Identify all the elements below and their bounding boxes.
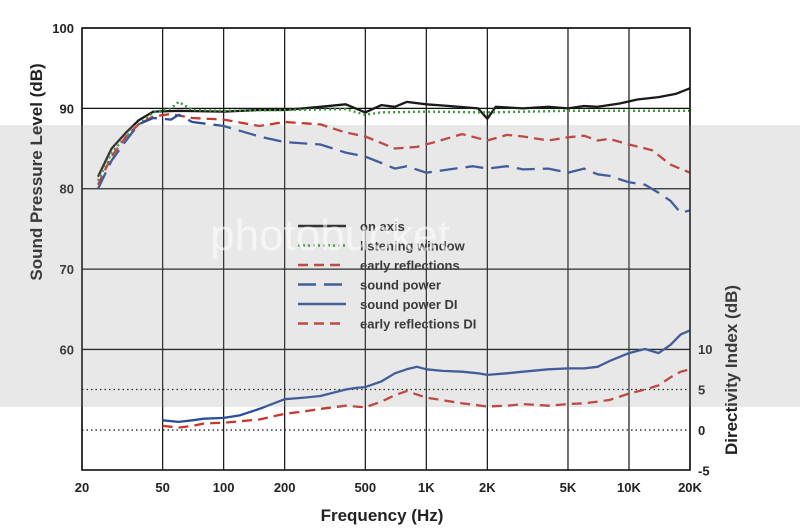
watermark-text: photobucket — [210, 211, 450, 260]
y2-tick-label: 0 — [698, 423, 705, 438]
series-line-sound-power-di — [162, 329, 691, 424]
series-line-listening-window — [96, 100, 690, 182]
x-tick-label: 20K — [678, 480, 702, 495]
plot-frame — [81, 27, 691, 471]
x-tick-label: 200 — [274, 480, 296, 495]
legend-label: on axis — [360, 219, 405, 234]
x-tick-label: 10K — [617, 480, 641, 495]
series-line-on-axis — [96, 87, 691, 178]
y2-axis-title: Directivity Index (dB) — [722, 285, 741, 455]
x-tick-label: 2K — [479, 480, 496, 495]
x-axis-title: Frequency (Hz) — [321, 506, 444, 525]
y-tick-label: 70 — [60, 262, 74, 277]
series-line-early-reflections — [96, 112, 691, 186]
series-line-sound-power — [96, 113, 691, 214]
y2-tick-label: 5 — [698, 383, 705, 398]
y-tick-label: 90 — [60, 101, 74, 116]
y-axis-title: Sound Pressure Level (dB) — [27, 63, 46, 280]
legend-label: sound power DI — [360, 297, 458, 312]
y-tick-label: 60 — [60, 342, 74, 357]
x-tick-label: 100 — [213, 480, 235, 495]
legend-label: sound power — [360, 278, 441, 293]
x-tick-label: 50 — [155, 480, 169, 495]
y2-tick-label: 10 — [698, 342, 712, 357]
x-tick-label: 1K — [418, 480, 435, 495]
legend-label: early reflections DI — [360, 317, 476, 332]
legend-label: listening window — [360, 239, 466, 254]
axes — [81, 27, 691, 471]
legend-label: early reflections — [360, 258, 460, 273]
y-tick-label: 100 — [52, 21, 74, 36]
x-tick-label: 20 — [75, 480, 89, 495]
y2-tick-label: -5 — [698, 464, 710, 479]
x-tick-label: 500 — [354, 480, 376, 495]
series-layer — [96, 87, 691, 429]
y-tick-label: 80 — [60, 182, 74, 197]
x-tick-label: 5K — [560, 480, 577, 495]
tick-labels: 20 50 100 200 500 1K 2K 5K 10K 20K 60 70 80 90 100 -5 0 5… — [52, 21, 712, 495]
watermark-band — [0, 125, 800, 407]
legend: on axis listening window early reflections… — [298, 219, 476, 332]
